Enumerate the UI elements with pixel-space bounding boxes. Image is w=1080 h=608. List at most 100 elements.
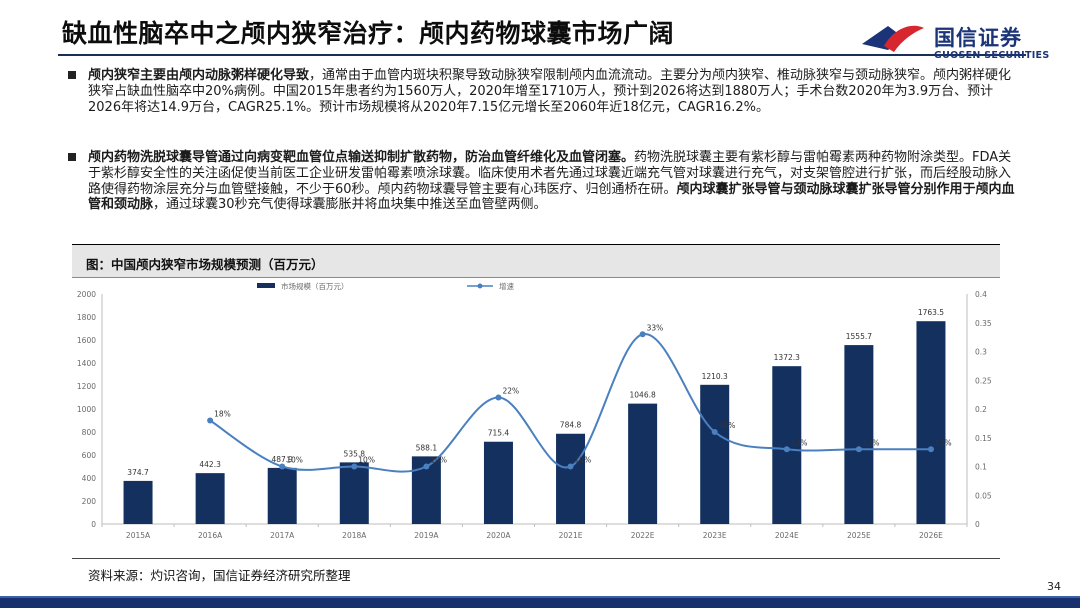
bar	[628, 403, 658, 524]
bar-value-label: 487.9	[271, 455, 293, 464]
growth-value-label: 18%	[214, 410, 231, 419]
growth-value-label: 10%	[575, 456, 592, 465]
growth-value-label: 13%	[935, 438, 952, 447]
x-tick-label: 2018A	[342, 531, 367, 540]
square-bullet-icon	[68, 153, 76, 161]
paragraph-2-end: ，通过球囊30秒充气使得球囊膨胀并将血块集中推送至血管壁两侧。	[153, 197, 547, 213]
y-left-tick-label: 1400	[77, 359, 96, 368]
y-right-tick-label: 0.25	[975, 376, 992, 385]
bar-value-label: 442.3	[199, 460, 221, 469]
growth-point	[423, 463, 430, 470]
bar	[772, 366, 802, 524]
bar	[339, 462, 369, 524]
y-right-tick-label: 0.35	[975, 319, 992, 328]
y-left-tick-label: 800	[82, 428, 97, 437]
bar-value-label: 1763.5	[918, 308, 944, 317]
y-left-tick-label: 400	[82, 474, 97, 483]
y-right-tick-label: 0.1	[975, 463, 987, 472]
growth-point	[711, 429, 718, 435]
y-left-tick-label: 2000	[77, 290, 96, 299]
bar	[700, 384, 730, 524]
bar	[844, 345, 874, 524]
growth-point	[639, 331, 646, 338]
growth-value-label: 13%	[863, 438, 880, 447]
legend-bar-swatch	[257, 283, 275, 288]
y-right-tick-label: 0.2	[975, 405, 987, 414]
bullet-paragraph-2: 颅内药物洗脱球囊导管通过向病变靶血管位点输送抑制扩散药物，防治血管纤维化及血管闭…	[68, 150, 1023, 213]
growth-point	[855, 446, 862, 453]
growth-value-label: 13%	[791, 438, 808, 447]
title-divider	[58, 54, 1026, 56]
square-bullet-icon	[68, 71, 76, 79]
brand-logo: 国信证券 GUOSEN SECURITIES	[858, 20, 1058, 68]
bar	[267, 467, 297, 524]
bar	[483, 441, 513, 524]
footer-accent	[0, 596, 1080, 598]
x-tick-label: 2025E	[847, 531, 871, 540]
market-size-chart: 0 200 400 600 800 1000 1200 1400 1600 1800 2000 0 0.…	[77, 281, 992, 540]
growth-value-label: 16%	[719, 421, 736, 430]
brand-name-cn: 国信证券	[934, 26, 1022, 50]
y-left-tick-label: 200	[82, 497, 97, 506]
paragraph-2-lead: 颅内药物洗脱球囊导管通过向病变靶血管位点输送抑制扩散药物，防治血管纤维化及血管闭…	[88, 150, 635, 165]
page-title: 缺血性脑卒中之颅内狭窄治疗：颅内药物球囊市场广阔	[62, 19, 675, 48]
paragraph-1-body: ，通常由于血管内斑块积聚导致动脉狭窄限制颅内血流流动。主要分为颅内狭窄、椎动脉狭…	[88, 68, 1012, 115]
growth-point	[207, 417, 214, 424]
growth-value-label: 33%	[647, 323, 664, 332]
bar-value-label: 588.1	[416, 443, 438, 452]
y-left-tick-label: 600	[82, 451, 97, 460]
y-left-tick-label: 1000	[77, 405, 96, 414]
x-tick-label: 2020A	[486, 531, 511, 540]
legend-line-marker	[477, 283, 483, 289]
x-tick-label: 2024E	[775, 531, 799, 540]
growth-value-label: 10%	[358, 456, 375, 465]
y-left-tick-label: 1800	[77, 313, 96, 322]
paragraph-1-lead: 颅内狭窄主要由颅内动脉粥样硬化导致	[88, 68, 310, 83]
x-tick-label: 2021E	[559, 531, 583, 540]
brand-name-en: GUOSEN SECURITIES	[934, 50, 1050, 61]
bar-value-label: 1210.3	[702, 372, 728, 381]
page-number: 34	[1047, 580, 1061, 593]
x-tick-label: 2017A	[270, 531, 295, 540]
bar	[195, 473, 225, 524]
bar-value-label: 535.8	[344, 449, 366, 458]
x-tick-label: 2019A	[414, 531, 439, 540]
footer-bar	[0, 596, 1080, 608]
bar	[556, 433, 586, 524]
bar-value-label: 1372.3	[774, 353, 800, 362]
source-divider	[72, 558, 1000, 559]
y-right-tick-label: 0.3	[975, 348, 987, 357]
growth-point	[495, 394, 502, 401]
figure-title-band: 图：中国颅内狭窄市场规模预测（百万元）	[72, 245, 1000, 278]
bar-value-label: 374.7	[127, 468, 149, 477]
growth-point	[567, 463, 574, 470]
figure-panel: 图：中国颅内狭窄市场规模预测（百万元）	[72, 244, 1000, 591]
bar	[916, 321, 946, 524]
x-tick-label: 2023E	[703, 531, 727, 540]
y-left-tick-label: 0	[91, 520, 96, 529]
paragraph-2-body: 药物洗脱球囊主要有紫杉醇与雷帕霉素两种药物附涂类型。FDA关于紫杉醇安全性的关注…	[88, 150, 1012, 197]
bar	[123, 480, 153, 524]
growth-point	[927, 446, 934, 453]
y-left-tick-label: 1200	[77, 382, 96, 391]
y-right-tick-label: 0	[975, 520, 980, 529]
y-right-tick-label: 0.15	[975, 434, 992, 443]
bullet-paragraph-1: 颅内狭窄主要由颅内动脉粥样硬化导致，通常由于血管内斑块积聚导致动脉狭窄限制颅内血…	[68, 68, 1023, 115]
growth-point	[351, 463, 358, 470]
bar-value-label: 1046.8	[630, 391, 656, 400]
legend-line-label: 增速	[499, 281, 514, 291]
x-tick-label: 2015A	[126, 531, 151, 540]
y-right-tick-label: 0.05	[975, 491, 992, 500]
y-left-tick-label: 1600	[77, 336, 96, 345]
growth-value-label: 10%	[286, 456, 303, 465]
growth-point	[279, 463, 286, 470]
bar-value-label: 784.8	[560, 421, 582, 430]
bar-value-label: 715.4	[488, 429, 510, 438]
paragraph-2-emphasis: 颅内球囊扩张导管与颈动脉球囊扩张导管分别作用于颅内血管和颈动脉	[88, 181, 1015, 213]
guosen-logo-icon	[862, 25, 924, 52]
x-tick-label: 2016A	[198, 531, 223, 540]
growth-value-label: 10%	[430, 456, 447, 465]
figure-title: 图：中国颅内狭窄市场规模预测（百万元）	[86, 257, 324, 272]
y-right-tick-label: 0.4	[975, 290, 987, 299]
x-tick-label: 2026E	[919, 531, 943, 540]
